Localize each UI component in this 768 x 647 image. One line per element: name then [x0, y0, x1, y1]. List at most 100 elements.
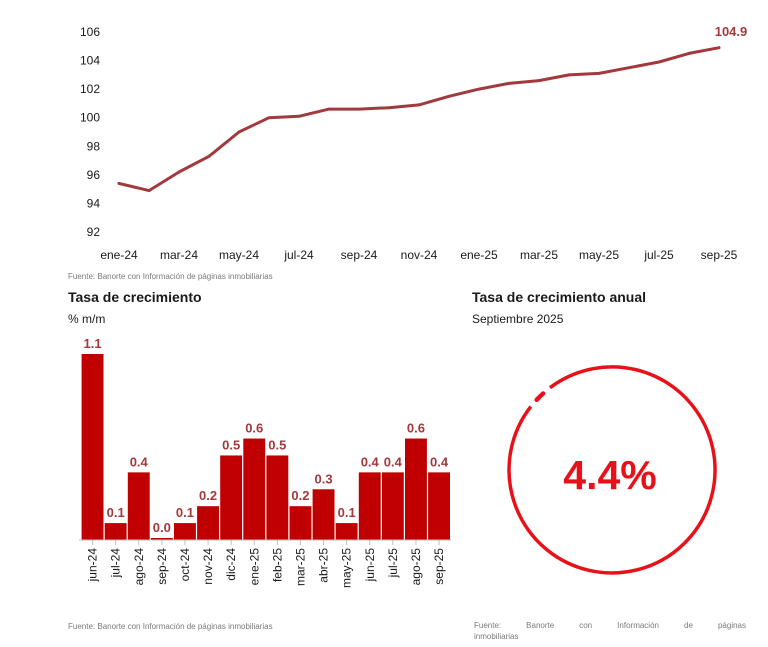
line-point: [477, 87, 481, 91]
line-point: [117, 182, 121, 185]
line-point: [717, 46, 721, 50]
bar: [243, 438, 266, 540]
line-y-tick-label: 94: [87, 196, 101, 210]
line-point: [147, 189, 151, 192]
bar: [81, 354, 104, 540]
gauge-title: Tasa de crecimiento anual: [472, 289, 647, 305]
bar: [335, 523, 358, 540]
line-point: [387, 106, 391, 110]
bar: [174, 523, 196, 540]
line-point: [687, 52, 691, 55]
gauge-source-line2: inmobiliarias: [474, 632, 519, 641]
line-x-tick-label: may-25: [579, 248, 619, 262]
bar-category-label: may-25: [340, 548, 354, 588]
bar: [197, 506, 219, 540]
line-point: [207, 154, 211, 158]
bar-value-label: 0.0: [153, 520, 171, 535]
bar-value-label: 0.4: [430, 454, 449, 469]
gauge-marker: [534, 391, 546, 403]
bar-category-label: nov-24: [201, 548, 215, 585]
line-point: [237, 130, 241, 134]
line-y-tick-label: 98: [87, 139, 101, 153]
bar-category-label: jun-25: [363, 548, 377, 583]
bar: [428, 472, 450, 540]
bar-category-label: abr-25: [317, 548, 331, 583]
line-points: [117, 46, 721, 192]
bar-value-label: 0.5: [268, 437, 286, 452]
bar-value-label: 0.1: [176, 505, 194, 520]
bar-category-label: sep-24: [155, 548, 169, 585]
gauge-subtitle: Septiembre 2025: [472, 312, 564, 326]
line-y-axis: 92 94 96 98 100 102 104 106: [80, 25, 100, 239]
line-point: [657, 60, 661, 64]
bar-category-label: ago-25: [409, 548, 423, 586]
bar-category-label: dic-24: [224, 548, 238, 581]
bar-value-label: 0.4: [384, 454, 403, 469]
bar: [104, 523, 127, 540]
index-line-chart: 92 94 96 98 100 102 104 106 ene-24 mar-24 may-24 j…: [80, 24, 747, 262]
bar-category-label: feb-25: [270, 548, 284, 582]
bar-value-label: 0.4: [130, 454, 149, 469]
bar-category-label: ago-24: [132, 548, 146, 586]
line-point: [597, 72, 601, 75]
line-point: [447, 94, 451, 98]
line-x-tick-label: jul-24: [283, 248, 314, 262]
line-point: [537, 79, 541, 82]
line-y-tick-label: 92: [87, 225, 101, 239]
bar: [150, 538, 173, 540]
bar-series: 1.1 0.1 0.4 0.0 0.1 0.2 0.5 0.6 0.5 0.2 0.3 0.1 0.4 0…: [81, 336, 450, 540]
line-y-tick-label: 96: [87, 168, 101, 182]
line-y-tick-label: 102: [80, 82, 100, 96]
line-y-tick-label: 104: [80, 54, 100, 68]
line-point: [327, 107, 331, 111]
bar-value-label: 0.4: [361, 454, 380, 469]
bar-value-label: 0.3: [315, 471, 333, 486]
bar-category-label: ene-25: [247, 548, 261, 586]
bar-value-label: 0.1: [338, 505, 356, 520]
line-x-tick-label: mar-25: [520, 248, 558, 262]
line-x-tick-label: jul-25: [643, 248, 674, 262]
gauge-source-line1: Fuente: Banorte con Información de págin…: [474, 621, 746, 630]
gauge-value: 4.4%: [563, 452, 656, 498]
bar: [405, 438, 427, 540]
bar-category-label: jul-24: [109, 548, 123, 579]
line-point: [567, 73, 571, 77]
line-x-tick-label: mar-24: [160, 248, 198, 262]
line-x-tick-label: may-24: [219, 248, 259, 262]
line-x-tick-label: sep-24: [341, 248, 378, 262]
line-x-tick-label: sep-25: [701, 248, 738, 262]
bar-chart-source: Fuente: Banorte con Información de págin…: [68, 622, 273, 631]
bar: [289, 506, 312, 540]
line-point: [627, 66, 631, 70]
bar-chart-title: Tasa de crecimiento: [68, 289, 202, 305]
line-point: [297, 114, 301, 118]
bar-chart-unit: % m/m: [68, 312, 106, 326]
line-y-tick-label: 106: [80, 25, 100, 39]
bar-value-label: 0.6: [407, 421, 425, 436]
bar-category-label: oct-24: [178, 548, 192, 582]
line-point: [357, 107, 361, 111]
bar-value-label: 0.5: [222, 437, 240, 452]
bar: [358, 472, 381, 540]
line-point: [267, 116, 271, 120]
line-y-tick-label: 100: [80, 111, 100, 125]
bar: [381, 472, 404, 540]
bar: [266, 455, 289, 540]
bar-category-label: sep-25: [432, 548, 446, 585]
bar-value-label: 0.6: [245, 421, 263, 436]
line-chart-source: Fuente: Banorte con Información de págin…: [68, 272, 273, 281]
bar-x-ticks: jun-24 jul-24 ago-24 sep-24 oct-24 nov-24 dic-…: [86, 540, 446, 588]
line-x-tick-label: ene-25: [460, 248, 498, 262]
bar-category-label: jul-25: [386, 548, 400, 579]
bar-value-label: 0.1: [107, 505, 125, 520]
bar-value-label: 0.2: [199, 488, 217, 503]
line-x-tick-label: ene-24: [100, 248, 138, 262]
line-point: [417, 103, 421, 107]
line-point: [507, 82, 511, 85]
line-x-axis: ene-24 mar-24 may-24 jul-24 sep-24 nov-24 ene-…: [100, 248, 737, 262]
bar: [220, 455, 243, 540]
bar-value-label: 1.1: [84, 336, 102, 351]
bar: [312, 489, 335, 540]
